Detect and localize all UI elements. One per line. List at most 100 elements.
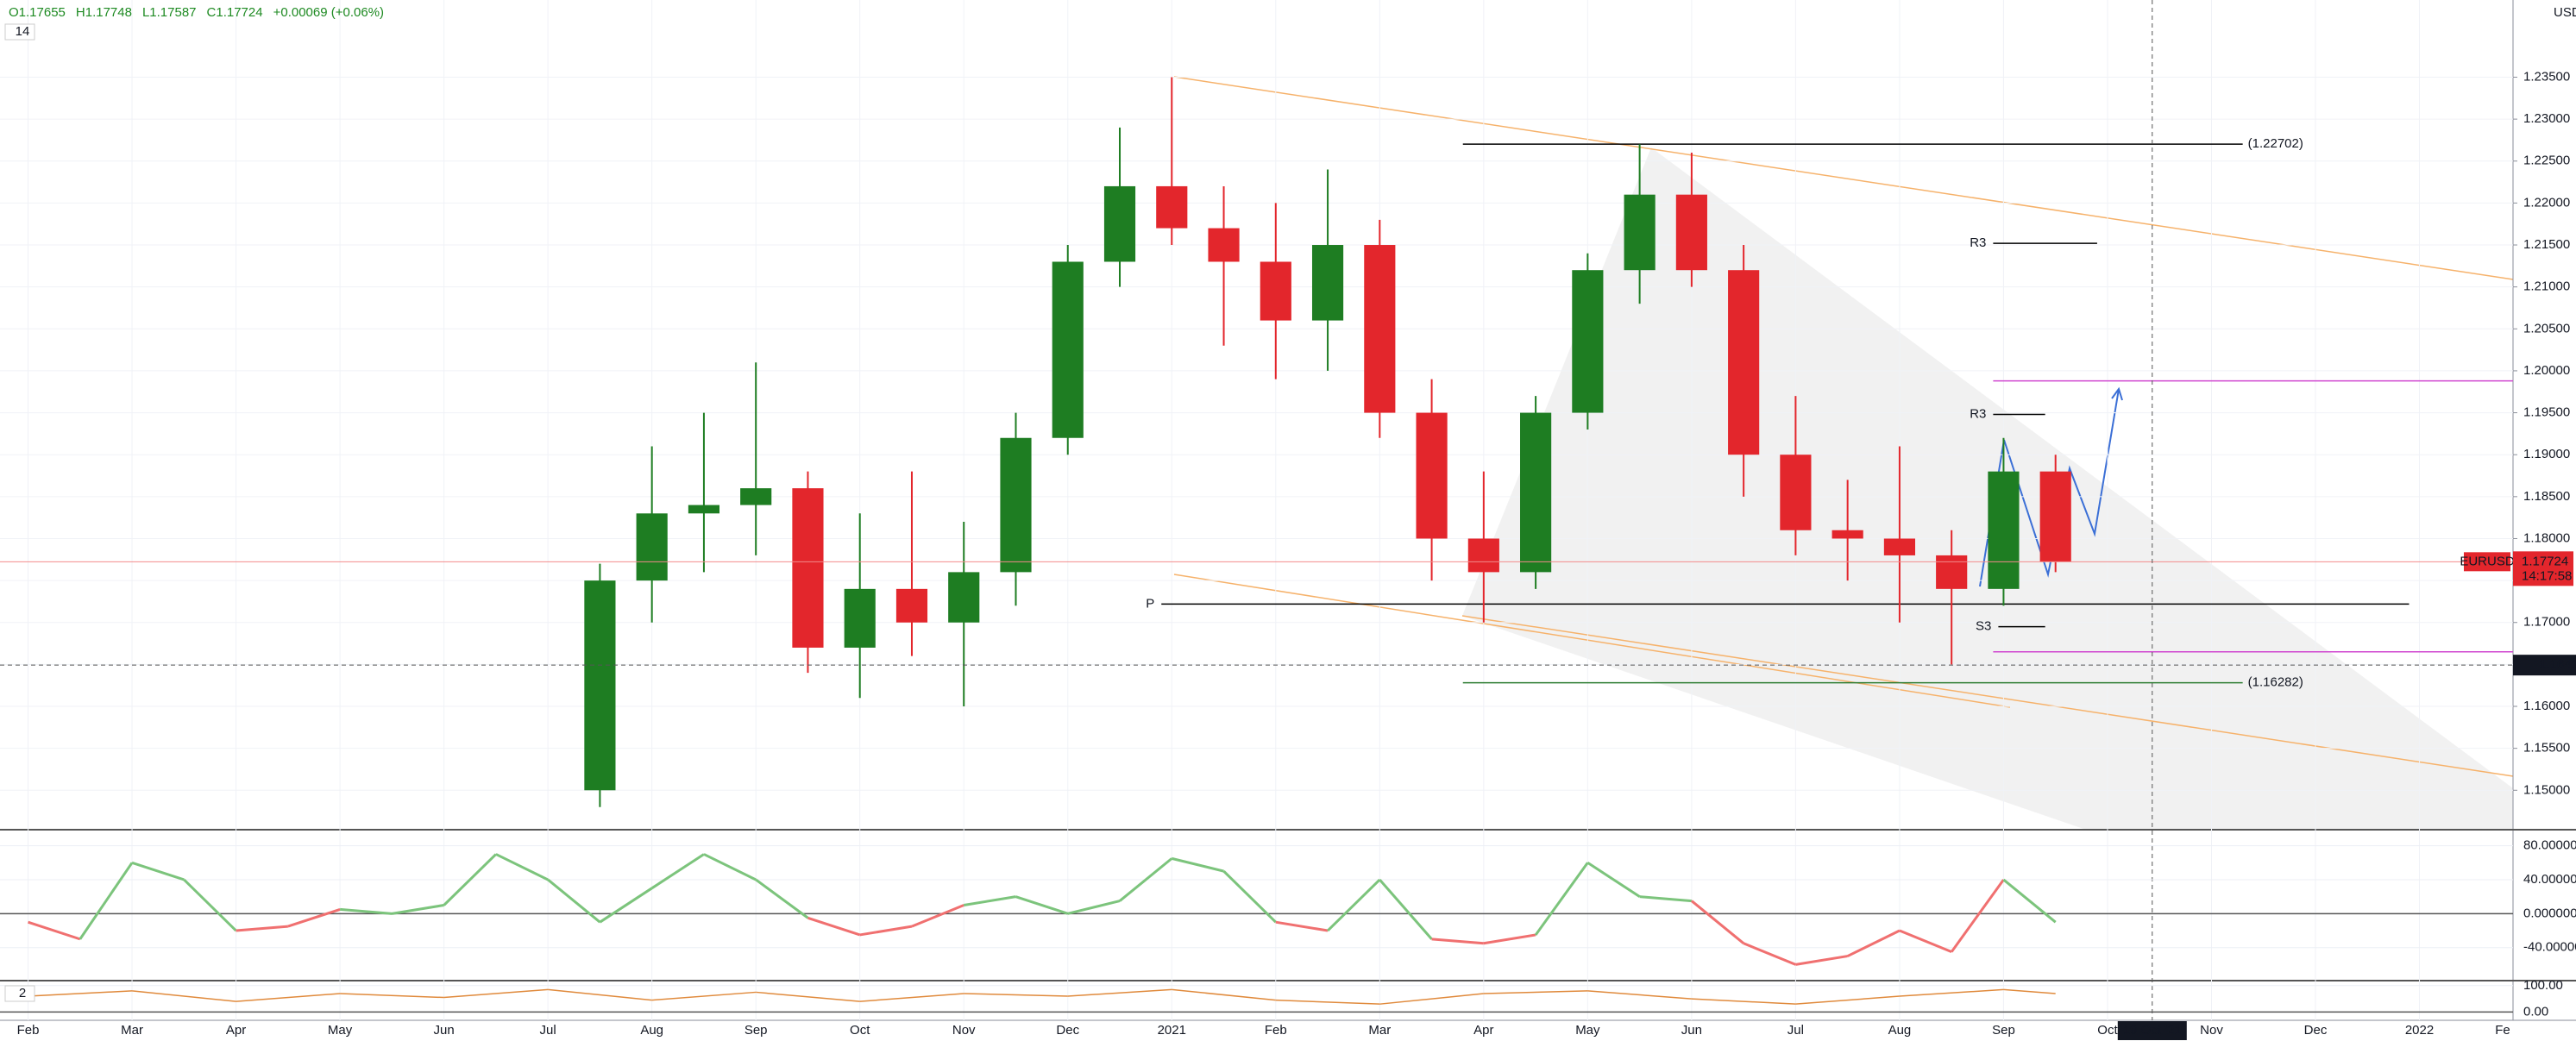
pane-line-segment (1690, 900, 1745, 944)
countdown: 14:17:58 (2522, 568, 2572, 583)
pane-line-segment (1222, 870, 1277, 924)
pane-line-segment (1899, 988, 2004, 997)
pane-line-segment (1483, 933, 1536, 945)
ohlc-value: L1.17587 (141, 5, 197, 20)
x-tick-label: Nov (2200, 1023, 2223, 1038)
pane-line-segment (1743, 942, 1796, 966)
pane-line-segment (340, 993, 444, 999)
pane-line-segment (1067, 988, 1172, 997)
candle-body (792, 488, 824, 648)
decor (1173, 76, 2514, 830)
pane-line-segment (2003, 988, 2056, 994)
pane-line-segment (1119, 857, 1173, 902)
pane-line-segment (1275, 920, 1329, 932)
candle-body (1467, 538, 1499, 573)
y-tick-label: 1.16000 (2523, 699, 2570, 713)
x-tick-label: 2021 (1158, 1023, 1186, 1038)
candle-body (1728, 270, 1760, 455)
pane-label: 2 (19, 986, 26, 1000)
candle-body (1675, 194, 1707, 271)
pane-line-segment (443, 853, 497, 906)
trend-line (1173, 574, 2011, 708)
ohlc-header: O1.17655 H1.17748 L1.17587 C1.17724 +0.00069… (9, 5, 384, 20)
projection-arrow (2111, 386, 2123, 401)
pane-line-segment (911, 904, 964, 928)
trend-line (1461, 615, 2514, 777)
pane-line-segment (1950, 879, 2005, 953)
pane-line-segment (1795, 955, 1848, 966)
pane-line-segment (650, 853, 705, 890)
pane-y-tick-label: 80.000000 (2523, 838, 2576, 853)
candle-body (895, 588, 928, 623)
candle-body (740, 488, 772, 505)
y-tick-label: 1.21500 (2523, 237, 2570, 252)
pane-y-tick-label: 0.000000 (2523, 906, 2576, 920)
candle-body (1260, 261, 1291, 321)
x-tick-label: Feb (17, 1023, 40, 1038)
candle-body (1052, 261, 1084, 438)
pane-line-segment (599, 887, 653, 924)
pane-line-segment (236, 925, 288, 932)
currency[interactable]: USD (2554, 5, 2576, 20)
x-tick-label: 2022 (2405, 1023, 2434, 1038)
y-tick-label: 1.23500 (2523, 69, 2570, 84)
x-tick-label: Mar (1368, 1023, 1391, 1038)
pane-line-segment (1379, 878, 1433, 940)
candle-body (1988, 471, 2020, 589)
ohlc-value: H1.17748 (75, 5, 132, 20)
pane-line-segment (1483, 990, 1588, 994)
ohlc-value: O1.17655 (9, 5, 66, 20)
pane-line-segment (2002, 878, 2057, 924)
x-tick-label: Sep (745, 1023, 768, 1038)
pane-line-segment (1587, 990, 1692, 1000)
y-tick-label: 1.19000 (2523, 447, 2570, 461)
pane-line-segment (1586, 862, 1641, 898)
pane-label-box (4, 23, 35, 41)
x-tick-label: Oct (2097, 1023, 2118, 1038)
cursor-price: 1.16492 (2539, 657, 2576, 672)
pane-line-segment (1171, 856, 1224, 873)
candle-body (636, 513, 668, 581)
pane-line-segment (1534, 862, 1589, 936)
pane-line-segment (287, 907, 341, 928)
x-tick-label: Fe (2495, 1023, 2510, 1038)
candle-body (1364, 245, 1396, 413)
pane-y-tick-label: 100.00 (2523, 978, 2563, 993)
trend-line (1173, 76, 2514, 280)
pane-y-tick-label: -40.000000 (2523, 940, 2576, 955)
pane-line-segment (1275, 999, 1380, 1005)
pane-line-segment (131, 861, 185, 881)
pane-line-segment (236, 993, 341, 1002)
x-tick-label: Apr (1473, 1023, 1493, 1038)
y-tick-label: 1.23000 (2523, 111, 2570, 126)
pane-line-segment (756, 991, 860, 1002)
pane-line-segment (963, 895, 1016, 906)
pane-line-segment (703, 853, 757, 881)
x-tick-label: May (1575, 1023, 1600, 1038)
pane-line-segment (183, 878, 237, 932)
pane-line-segment (1067, 900, 1121, 915)
pane-line-segment (1015, 895, 1069, 915)
pane-line-segment (1899, 929, 1952, 954)
candle-body (1936, 555, 1968, 589)
x-tick-label: Mar (121, 1023, 143, 1038)
pane-line-segment (1431, 938, 1484, 945)
pane-line-segment (1691, 998, 1796, 1005)
level-label: R3 (1970, 235, 1986, 250)
pane-line-segment (651, 991, 757, 1001)
pane-line-segment (859, 925, 913, 937)
y-tick-label: 1.17000 (2523, 615, 2570, 630)
pane-line-segment (495, 853, 549, 881)
pane-line-segment (859, 993, 964, 1002)
candle-body (1624, 194, 1656, 271)
pane-y-tick-label: 40.000000 (2523, 872, 2576, 887)
candle-body (1883, 538, 1916, 555)
y-tick-label: 1.19500 (2523, 405, 2570, 420)
level-label: P (1146, 596, 1154, 611)
candle-body (1103, 185, 1136, 262)
x-tick-label: Oct (850, 1023, 870, 1038)
pane-line-segment (1172, 988, 1276, 1001)
candle-body (1311, 245, 1344, 321)
